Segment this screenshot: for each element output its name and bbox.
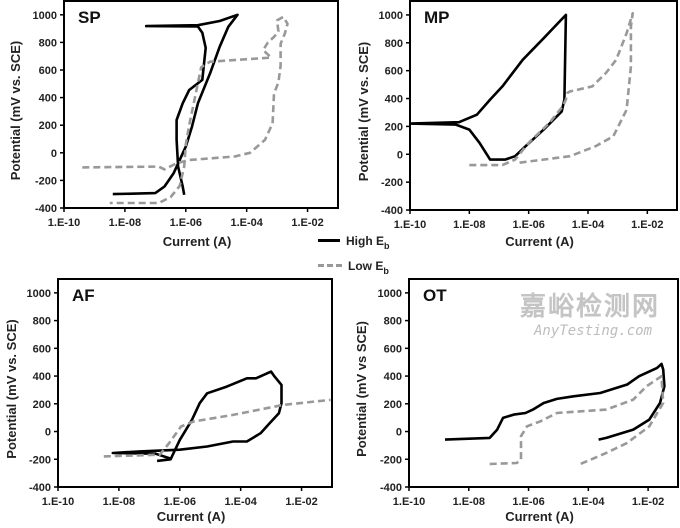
plot-frame <box>63 0 339 209</box>
legend-sub-low: b <box>383 266 389 277</box>
y-tick-label: -200 <box>29 454 51 466</box>
x-axis-label: Current (A) <box>505 509 574 524</box>
y-tick-label: 600 <box>39 65 57 77</box>
legend: High Eb Low Eb <box>318 230 408 276</box>
y-tick-label: 800 <box>385 38 403 50</box>
y-tick-label: 200 <box>385 121 403 133</box>
panel-title: MP <box>424 8 450 27</box>
y-tick-label: 800 <box>33 316 51 328</box>
x-axis-label: Current (A) <box>163 234 232 249</box>
series-line-low-eb <box>82 15 289 205</box>
series-line-low-eb <box>103 398 331 458</box>
x-tick-label: 1.E-02 <box>291 217 323 229</box>
y-tick-label: -200 <box>380 454 402 466</box>
panel-ot: 1.E-10 1.E-08 1.E-06 1.E-04 1.E-02 -400 -200 0 2… <box>354 278 679 524</box>
y-axis-label: Potential (mV vs SCE) <box>354 321 369 457</box>
y-tick-label: -200 <box>35 175 57 187</box>
series-line-high-eb <box>409 13 568 161</box>
x-tick-label: 1.E-08 <box>109 217 141 229</box>
x-tick-label: 1.E-04 <box>572 219 605 231</box>
panel-title: OT <box>423 286 447 305</box>
panel-title: AF <box>72 286 95 305</box>
y-tick-label: 200 <box>33 399 51 411</box>
y-tick-label: 200 <box>384 399 402 411</box>
y-tick-label: 400 <box>33 371 51 383</box>
series-line-low-eb <box>469 12 635 167</box>
y-axis-label: Potential (mV vs. SCE) <box>356 42 371 181</box>
panel-af: 1.E-10 1.E-08 1.E-06 1.E-04 1.E-02 -400 -200 0 2… <box>4 278 333 524</box>
legend-label-low: Low E <box>348 259 384 273</box>
x-tick-label: 1.E-10 <box>48 217 80 229</box>
y-tick-label: 1000 <box>379 10 403 22</box>
legend-swatch-solid <box>318 239 340 243</box>
panel-mp: 1.E-10 1.E-08 1.E-06 1.E-04 1.E-02 -400 -200 0 2… <box>356 0 678 249</box>
y-tick-label: 400 <box>384 371 402 383</box>
y-tick-label: 800 <box>39 37 57 49</box>
y-tick-label: 0 <box>396 427 402 439</box>
plot-frame <box>408 278 679 488</box>
y-tick-label: 600 <box>33 343 51 355</box>
x-axis-label: Current (A) <box>157 509 226 524</box>
y-tick-label: 200 <box>39 120 57 132</box>
series-line-low-eb <box>489 374 665 466</box>
x-tick-label: 1.E-08 <box>453 219 485 231</box>
y-tick-label: 400 <box>385 94 403 106</box>
plot-frame <box>57 278 333 488</box>
y-tick-label: -400 <box>29 482 51 494</box>
x-tick-label: 1.E-04 <box>572 496 605 508</box>
legend-label-high: High E <box>346 234 384 248</box>
series-line-high-eb <box>112 13 239 196</box>
x-tick-label: 1.E-08 <box>103 496 135 508</box>
x-tick-label: 1.E-06 <box>512 496 544 508</box>
panel-sp: 1.E-10 1.E-08 1.E-06 1.E-04 1.E-02 -400 -200 0 2… <box>8 0 339 249</box>
y-tick-label: -400 <box>381 205 403 217</box>
legend-item-high: High Eb <box>318 232 390 251</box>
y-tick-label: -200 <box>381 177 403 189</box>
y-tick-label: 1000 <box>378 288 402 300</box>
x-tick-label: 1.E-10 <box>42 496 74 508</box>
series-line-high-eb <box>111 370 283 463</box>
x-tick-label: 1.E-06 <box>170 217 202 229</box>
x-tick-label: 1.E-06 <box>164 496 196 508</box>
y-tick-label: 0 <box>397 149 403 161</box>
x-tick-label: 1.E-10 <box>394 219 426 231</box>
x-tick-label: 1.E-04 <box>230 217 263 229</box>
series-line-high-eb <box>444 362 666 441</box>
plot-frame <box>409 0 678 211</box>
y-tick-label: 1000 <box>27 288 51 300</box>
x-tick-label: 1.E-02 <box>632 496 664 508</box>
x-axis-label: Current (A) <box>505 234 574 249</box>
y-tick-label: 800 <box>384 316 402 328</box>
y-tick-label: -400 <box>380 482 402 494</box>
y-axis-label: Potential (mV vs. SCE) <box>4 319 19 458</box>
x-tick-label: 1.E-02 <box>631 219 663 231</box>
legend-item-low: Low Eb <box>318 257 389 276</box>
legend-sub-high: b <box>384 241 390 252</box>
y-tick-label: 0 <box>51 148 57 160</box>
y-tick-label: 0 <box>45 427 51 439</box>
x-tick-label: 1.E-08 <box>453 496 485 508</box>
y-tick-label: 600 <box>385 66 403 78</box>
x-tick-label: 1.E-04 <box>224 496 257 508</box>
y-axis-label: Potential (mV vs. SCE) <box>8 41 23 180</box>
y-tick-label: 400 <box>39 93 57 105</box>
panel-title: SP <box>78 8 101 27</box>
y-tick-label: -400 <box>35 203 57 215</box>
x-tick-label: 1.E-02 <box>285 496 317 508</box>
x-tick-label: 1.E-06 <box>512 219 544 231</box>
x-tick-label: 1.E-10 <box>393 496 425 508</box>
y-tick-label: 600 <box>384 343 402 355</box>
y-tick-label: 1000 <box>33 10 57 22</box>
legend-swatch-dashed <box>318 264 342 268</box>
